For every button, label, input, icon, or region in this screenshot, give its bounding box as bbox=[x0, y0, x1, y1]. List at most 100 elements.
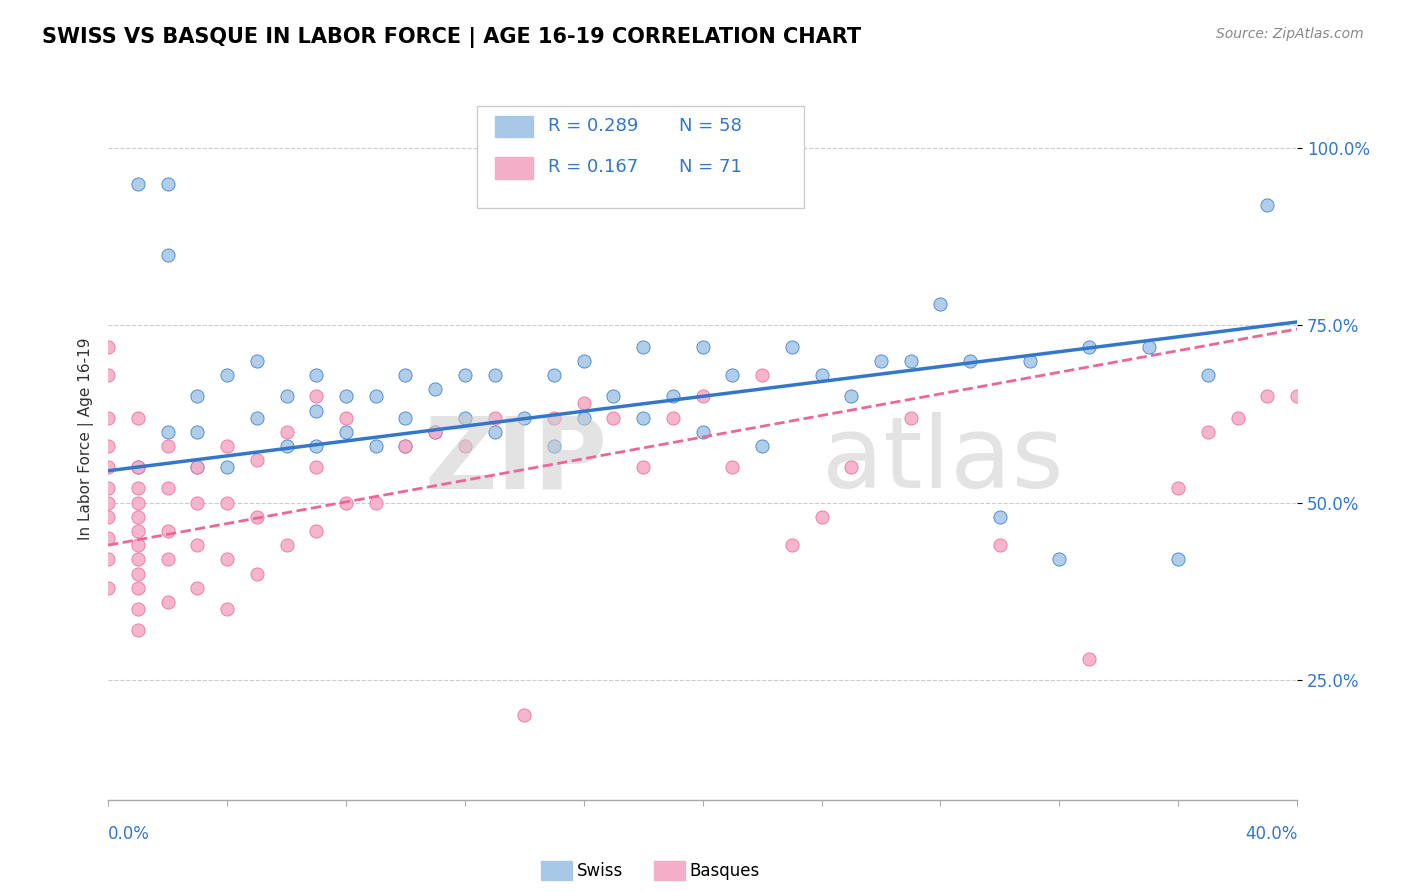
Point bbox=[276, 389, 298, 403]
Point bbox=[215, 602, 238, 616]
Point bbox=[394, 439, 416, 453]
Point bbox=[127, 538, 149, 552]
Point bbox=[929, 297, 952, 311]
Point bbox=[305, 368, 328, 382]
Point bbox=[305, 389, 328, 403]
Point bbox=[246, 354, 269, 368]
Point bbox=[127, 624, 149, 638]
Point bbox=[156, 425, 179, 439]
Point bbox=[186, 460, 208, 475]
Point bbox=[1197, 425, 1219, 439]
Point bbox=[97, 439, 120, 453]
Point bbox=[276, 538, 298, 552]
Point bbox=[1167, 552, 1189, 566]
Point bbox=[127, 524, 149, 538]
Point bbox=[1137, 340, 1160, 354]
Point bbox=[394, 368, 416, 382]
Point bbox=[156, 595, 179, 609]
Point bbox=[692, 340, 714, 354]
Point bbox=[186, 460, 208, 475]
Point bbox=[186, 538, 208, 552]
Point bbox=[631, 340, 654, 354]
Point bbox=[631, 410, 654, 425]
Point bbox=[97, 581, 120, 595]
Point bbox=[454, 439, 477, 453]
Text: ZIP: ZIP bbox=[425, 412, 607, 509]
Point bbox=[156, 439, 179, 453]
Point bbox=[662, 389, 685, 403]
Point bbox=[631, 460, 654, 475]
Point bbox=[780, 340, 803, 354]
Point bbox=[1047, 552, 1070, 566]
Text: 40.0%: 40.0% bbox=[1244, 825, 1298, 843]
Point bbox=[454, 368, 477, 382]
Point bbox=[988, 509, 1011, 524]
Point bbox=[335, 410, 357, 425]
Point bbox=[127, 482, 149, 496]
Point bbox=[988, 538, 1011, 552]
Point bbox=[1226, 410, 1249, 425]
Point bbox=[215, 496, 238, 510]
Point bbox=[97, 509, 120, 524]
Point bbox=[127, 177, 149, 191]
Point bbox=[215, 368, 238, 382]
Point bbox=[751, 439, 773, 453]
Point bbox=[900, 410, 922, 425]
Point bbox=[1167, 482, 1189, 496]
Text: N = 58: N = 58 bbox=[679, 117, 742, 135]
Point bbox=[721, 460, 744, 475]
Point bbox=[335, 425, 357, 439]
Point bbox=[692, 389, 714, 403]
Text: R = 0.167: R = 0.167 bbox=[548, 158, 638, 176]
Point bbox=[572, 396, 595, 410]
Point bbox=[900, 354, 922, 368]
Point bbox=[246, 509, 269, 524]
Point bbox=[186, 581, 208, 595]
Point bbox=[305, 460, 328, 475]
Point bbox=[484, 425, 506, 439]
Point bbox=[246, 410, 269, 425]
Point bbox=[423, 382, 446, 396]
Point bbox=[870, 354, 893, 368]
Point bbox=[97, 496, 120, 510]
Point bbox=[692, 425, 714, 439]
Point bbox=[364, 496, 387, 510]
Point bbox=[127, 566, 149, 581]
Point bbox=[127, 509, 149, 524]
Point bbox=[810, 509, 832, 524]
Point bbox=[156, 552, 179, 566]
Point bbox=[276, 425, 298, 439]
Point bbox=[484, 368, 506, 382]
Point bbox=[127, 460, 149, 475]
Bar bbox=[495, 116, 533, 137]
Point bbox=[839, 389, 862, 403]
Point bbox=[1197, 368, 1219, 382]
Point bbox=[127, 410, 149, 425]
Point bbox=[543, 410, 565, 425]
Text: Swiss: Swiss bbox=[576, 862, 623, 880]
Point bbox=[721, 368, 744, 382]
Point bbox=[97, 531, 120, 545]
Point bbox=[276, 439, 298, 453]
Point bbox=[602, 389, 624, 403]
Point bbox=[335, 496, 357, 510]
Point bbox=[1018, 354, 1040, 368]
Point bbox=[156, 177, 179, 191]
Point bbox=[394, 439, 416, 453]
Point bbox=[572, 354, 595, 368]
Point bbox=[127, 496, 149, 510]
Point bbox=[454, 410, 477, 425]
Point bbox=[959, 354, 981, 368]
Point bbox=[839, 460, 862, 475]
Point bbox=[186, 425, 208, 439]
Point bbox=[127, 581, 149, 595]
Point bbox=[305, 524, 328, 538]
Point bbox=[484, 410, 506, 425]
Point bbox=[423, 425, 446, 439]
FancyBboxPatch shape bbox=[477, 106, 804, 208]
Point bbox=[97, 340, 120, 354]
Point bbox=[513, 708, 536, 723]
Point bbox=[156, 524, 179, 538]
Point bbox=[513, 410, 536, 425]
Point bbox=[127, 552, 149, 566]
